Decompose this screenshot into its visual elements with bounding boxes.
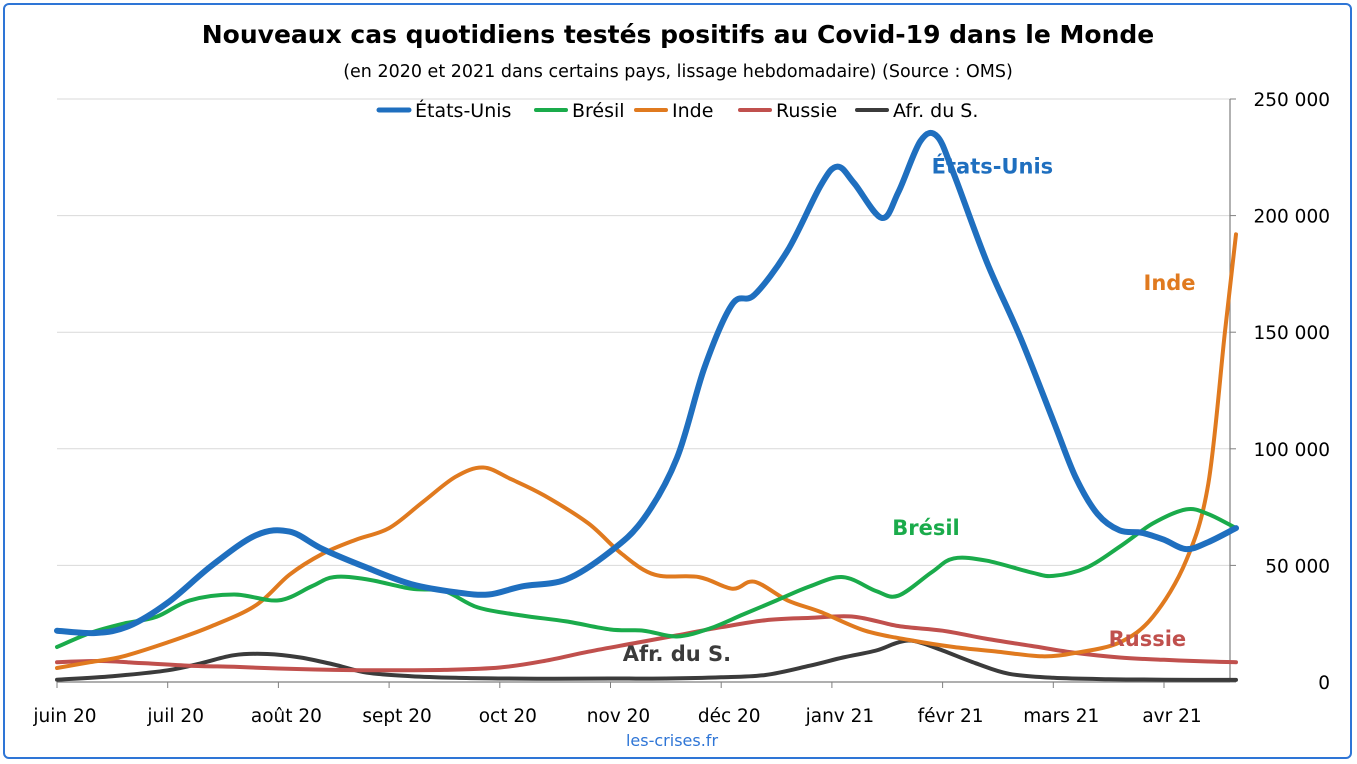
annotation-bresil: Brésil: [892, 516, 960, 540]
legend-label-etats-unis: États-Unis: [415, 99, 511, 122]
x-tick-label: oct 20: [479, 706, 537, 727]
y-tick-label: 0: [1318, 673, 1330, 694]
legend-label-inde: Inde: [672, 100, 713, 122]
chart-subtitle: (en 2020 et 2021 dans certains pays, lis…: [343, 62, 1013, 82]
legend-label-bresil: Brésil: [572, 100, 625, 122]
legend-label-afr-du-s: Afr. du S.: [893, 100, 978, 122]
gridlines: [57, 98, 1230, 566]
y-tick-label: 150 000: [1253, 323, 1330, 344]
series-line-inde: [55, 232, 1238, 670]
annotation-russie: Russie: [1109, 627, 1187, 651]
x-tick-label: janv 21: [805, 706, 875, 727]
y-axis: 0 50 000 100 000 150 000 200 000 250 000: [1229, 90, 1330, 694]
x-tick-label: juin 20: [32, 706, 96, 727]
x-axis: juin 20 juil 20 août 20 sept 20 oct 20 nov 20…: [32, 681, 1230, 727]
series-line-bresil: [55, 507, 1238, 649]
series-line-afr-du-s: [55, 638, 1238, 682]
x-tick-label: avr 21: [1142, 706, 1201, 727]
series-annotations: États-Unis Inde Brésil Russie Afr. du S.: [623, 154, 1196, 666]
series-lines: [54, 129, 1239, 682]
x-tick-label: nov 20: [587, 706, 650, 727]
y-tick-label: 50 000: [1265, 556, 1330, 577]
series-line-etats-unis: [54, 129, 1239, 637]
chart-frame: [3, 3, 1352, 759]
y-tick-label: 250 000: [1253, 90, 1330, 111]
source-label: les-crises.fr: [626, 731, 718, 750]
y-tick-label: 100 000: [1253, 440, 1330, 461]
x-tick-label: mars 21: [1023, 706, 1099, 727]
x-tick-label: sept 20: [362, 706, 431, 727]
legend: États-Unis Brésil Inde Russie Afr. du S.: [376, 99, 978, 122]
chart-title: Nouveaux cas quotidiens testés positifs …: [202, 20, 1155, 49]
y-tick-label: 200 000: [1253, 207, 1330, 228]
legend-label-russie: Russie: [776, 100, 837, 122]
x-tick-label: déc 20: [698, 706, 761, 727]
annotation-inde: Inde: [1144, 271, 1196, 295]
x-tick-label: févr 21: [918, 706, 984, 727]
x-tick-label: août 20: [251, 706, 322, 727]
annotation-etats-unis: États-Unis: [932, 154, 1054, 179]
x-tick-label: juil 20: [146, 706, 204, 727]
annotation-afr-du-s: Afr. du S.: [623, 642, 731, 666]
